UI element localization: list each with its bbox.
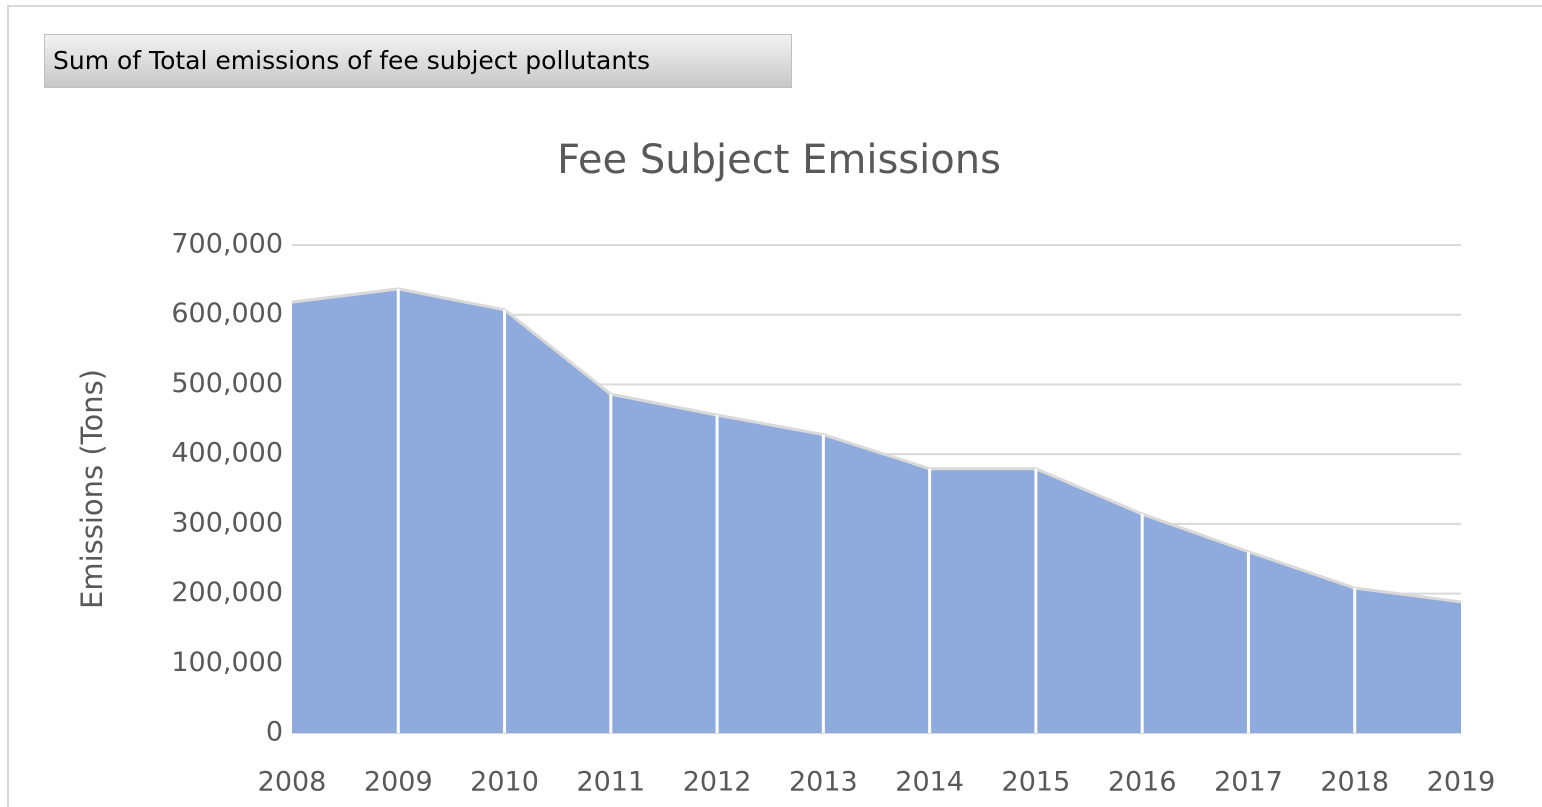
area — [292, 288, 1461, 733]
chart-title: Fee Subject Emissions — [557, 137, 1001, 183]
x-tick-label: 2016 — [1108, 767, 1177, 798]
x-tick-label: 2018 — [1320, 767, 1389, 798]
y-tick-label: 300,000 — [171, 507, 283, 538]
x-tick-label: 2013 — [789, 767, 858, 798]
y-tick-label: 100,000 — [171, 647, 283, 678]
x-tick-label: 2015 — [1002, 767, 1071, 798]
y-tick-label: 0 — [266, 717, 283, 748]
x-tick-label: 2011 — [576, 767, 645, 798]
y-tick-label: 200,000 — [171, 577, 283, 608]
x-tick-label: 2012 — [683, 767, 752, 798]
area-edge — [291, 287, 1462, 604]
x-tick-label: 2008 — [258, 767, 327, 798]
y-tick-label: 600,000 — [171, 298, 283, 329]
y-tick-label: 400,000 — [171, 438, 283, 469]
x-tick-label: 2010 — [470, 767, 539, 798]
y-tick-label: 500,000 — [171, 368, 283, 399]
y-axis-label: Emissions (Tons) — [75, 369, 109, 609]
field-button[interactable]: Sum of Total emissions of fee subject po… — [44, 34, 792, 88]
x-tick-label: 2017 — [1214, 767, 1283, 798]
x-tick-label: 2014 — [895, 767, 964, 798]
x-tick-label: 2009 — [364, 767, 433, 798]
x-tick-label: 2019 — [1427, 767, 1496, 798]
y-tick-label: 700,000 — [171, 229, 283, 260]
